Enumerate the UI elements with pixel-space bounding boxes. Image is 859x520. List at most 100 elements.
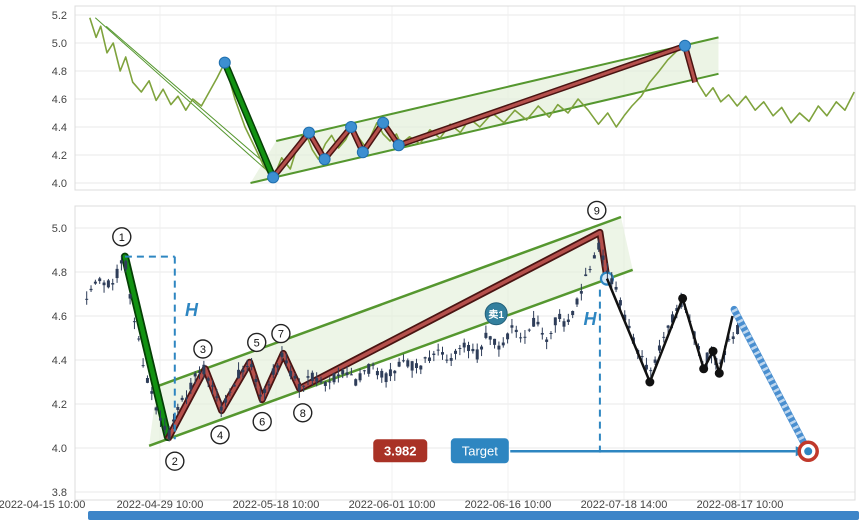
candle-body: [380, 370, 384, 378]
candle-body: [297, 383, 301, 391]
pivot-circle: [293, 403, 313, 423]
pivot-marker-8[interactable]: 8: [293, 403, 313, 423]
y-axis-label: 4.6: [52, 311, 67, 323]
candle-body: [158, 417, 162, 421]
candle-body: [163, 425, 167, 430]
candle-body: [219, 406, 223, 411]
candle-body: [549, 332, 553, 334]
pivot-circle: [193, 339, 213, 359]
candle-body: [375, 371, 379, 376]
candle-body: [662, 336, 666, 338]
candle-body: [206, 378, 210, 381]
candle-body: [653, 359, 657, 363]
candle-body: [211, 385, 215, 387]
sell-signal-badge[interactable]: 卖1: [484, 302, 508, 326]
pivot-number: 3: [200, 344, 206, 356]
candle-body: [588, 269, 592, 271]
candle-body: [610, 278, 614, 285]
candle-body: [115, 268, 119, 279]
candle-body: [215, 396, 219, 398]
pivot-marker-4[interactable]: 4: [210, 425, 230, 445]
candle-body: [137, 338, 141, 340]
price-target-badge[interactable]: 3.982: [373, 439, 428, 463]
price-badge-rect: [373, 439, 428, 463]
candle-body: [718, 362, 722, 364]
sell-badge-circle: [484, 302, 508, 326]
candle-body: [89, 288, 93, 291]
projection-hatch: [731, 308, 811, 453]
y-axis-label: 4.6: [52, 94, 67, 106]
target-projection: [730, 305, 812, 455]
candle-body: [419, 365, 423, 370]
pivot-marker-6[interactable]: 6: [252, 411, 272, 432]
candle-body: [132, 321, 136, 323]
pivot-marker-7[interactable]: 7: [271, 323, 291, 344]
height-measure-1: H: [124, 255, 199, 440]
pivot-marker-2[interactable]: 2: [165, 451, 185, 471]
main-panel: [120, 215, 634, 447]
candle-body: [579, 291, 583, 294]
candle-body: [445, 359, 449, 361]
pivot-marker-5[interactable]: 5: [247, 332, 267, 353]
candle-body: [111, 283, 115, 285]
candle-body: [562, 321, 566, 327]
candle-body: [644, 364, 648, 370]
main-channel-lower: [148, 268, 634, 447]
black-dot: [714, 368, 724, 378]
pivot-marker-3[interactable]: 3: [193, 339, 213, 359]
x-axis-label: 2022-06-01 10:00: [349, 499, 436, 511]
y-axis-label: 5.2: [52, 10, 67, 22]
candle-body: [592, 255, 596, 259]
overview-pivot-dot: [318, 153, 331, 166]
candle-body: [336, 374, 340, 376]
target-inner-dot: [804, 447, 813, 456]
overview-panel: [89, 17, 855, 184]
pivot-circle: [247, 332, 267, 353]
panel-border: [74, 205, 856, 501]
candle-body: [401, 360, 405, 362]
candle-body: [306, 376, 310, 378]
candle-body: [640, 356, 644, 358]
candle-body: [571, 310, 575, 316]
x-axis-label: 2022-06-16 10:00: [465, 499, 552, 511]
candle-body: [605, 270, 609, 273]
price-badge-label: 3.982: [384, 443, 417, 458]
candle-body: [284, 360, 288, 364]
candle-body: [406, 360, 410, 367]
candle-body: [471, 348, 475, 352]
candle-body: [532, 317, 536, 327]
candle-body: [675, 308, 679, 312]
overview-wedge-line: [105, 25, 272, 170]
candle-body: [124, 260, 128, 270]
candle-body: [597, 242, 601, 250]
candle-body: [553, 317, 557, 326]
target-marker[interactable]: [797, 440, 819, 463]
candle-body: [501, 342, 505, 346]
pivot-marker-1[interactable]: 1: [112, 227, 132, 247]
candle-body: [328, 381, 332, 383]
candle-body: [354, 379, 358, 386]
h1-label: H: [185, 300, 199, 320]
candle-body: [584, 274, 588, 277]
candle-body: [106, 280, 110, 288]
candle-body: [250, 364, 254, 368]
y-axis-label: 4.4: [52, 355, 67, 367]
overview-pivot-dot: [218, 56, 231, 69]
flagpole: [122, 254, 171, 440]
candle-body: [480, 346, 484, 350]
h2-label: H: [584, 309, 598, 329]
overview-pivot-dot: [303, 126, 315, 139]
candle-body: [488, 336, 492, 340]
candle-body: [171, 419, 175, 422]
candle-body: [414, 363, 418, 369]
pivot-marker-9[interactable]: 9: [587, 200, 607, 221]
candle-body: [497, 345, 501, 350]
pivot-number: 2: [172, 456, 178, 468]
candle-body: [436, 349, 440, 351]
target-label-badge[interactable]: Target: [450, 438, 509, 464]
horizontal-scrollbar[interactable]: [88, 511, 859, 520]
pivot-number-markers: 1 2 3 4 5 6 7 8 9: [112, 200, 607, 471]
candle-body: [514, 329, 518, 333]
x-axis-label: 2022-07-18 14:00: [581, 499, 668, 511]
